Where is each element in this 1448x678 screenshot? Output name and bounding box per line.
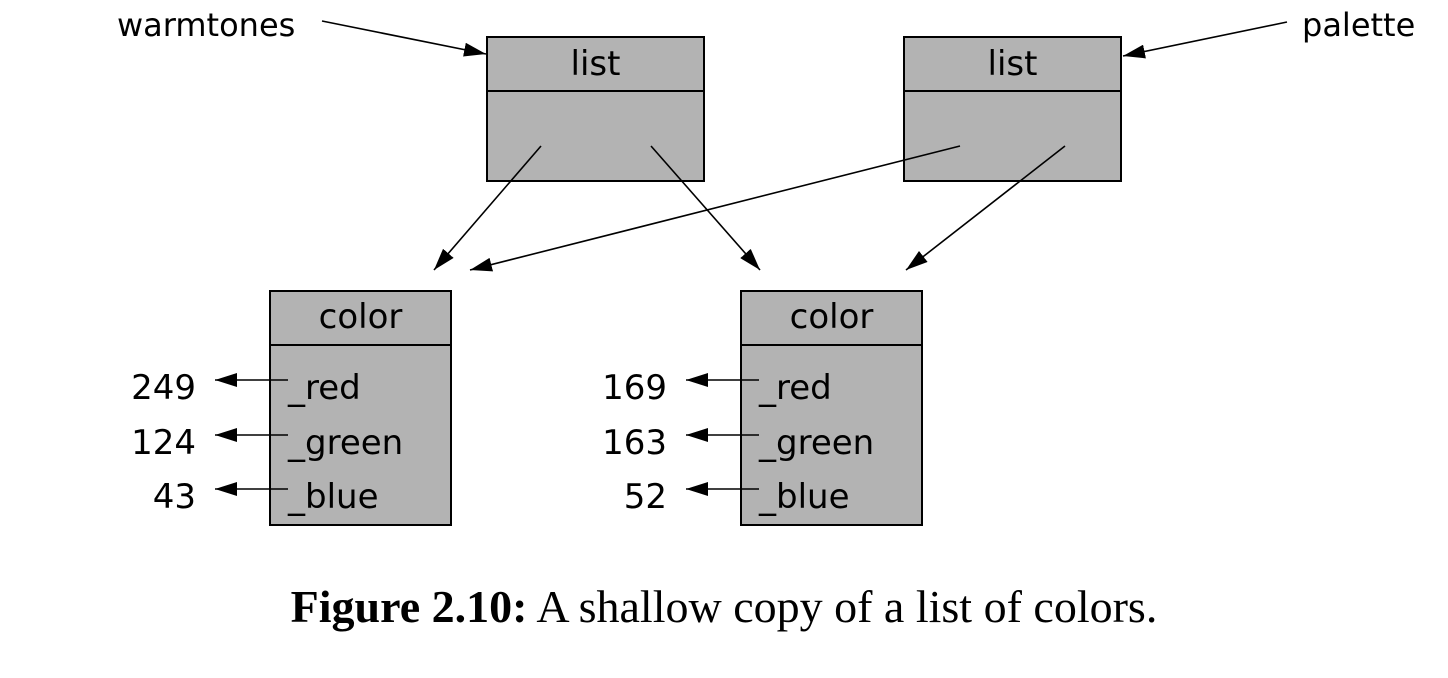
field-green-label: _green	[287, 423, 403, 463]
field-red-label: _red	[758, 368, 832, 408]
figure-caption: Figure 2.10: A shallow copy of a list of…	[0, 580, 1448, 633]
value-red: 169	[602, 368, 667, 408]
value-red: 249	[131, 368, 196, 408]
color-object-1: color _red _green _blue	[269, 290, 452, 526]
list-type-label: list	[988, 44, 1038, 84]
variable-label-warmtones: warmtones	[117, 6, 295, 44]
value-green: 124	[131, 423, 196, 463]
color-object-2: color _red _green _blue	[740, 290, 923, 526]
list-object-warmtones: list	[486, 36, 705, 182]
value-blue: 52	[624, 477, 667, 517]
list-type-label: list	[571, 44, 621, 84]
field-blue-label: _blue	[758, 477, 850, 517]
arrow-list2-to-color1	[469, 145, 961, 272]
value-blue: 43	[153, 477, 196, 517]
arrow-palette-to-list	[1122, 21, 1288, 59]
arrow-list1-to-color1	[433, 145, 542, 271]
color-type-label: color	[790, 297, 874, 337]
field-blue-label: _blue	[287, 477, 379, 517]
list-object-palette: list	[903, 36, 1122, 182]
list-box	[486, 36, 705, 182]
arrow-list2-to-color2	[905, 145, 1066, 271]
list-box	[903, 36, 1122, 182]
value-green: 163	[602, 423, 667, 463]
color-box	[740, 290, 923, 526]
color-type-label: color	[319, 297, 403, 337]
variable-label-palette: palette	[1302, 6, 1415, 44]
caption-label: Figure 2.10:	[290, 581, 528, 632]
color-box	[269, 290, 452, 526]
field-red-label: _red	[287, 368, 361, 408]
arrow-list1-to-color2	[650, 145, 761, 271]
arrow-warmtones-to-list	[321, 20, 487, 57]
field-green-label: _green	[758, 423, 874, 463]
caption-text: A shallow copy of a list of colors.	[527, 581, 1158, 632]
